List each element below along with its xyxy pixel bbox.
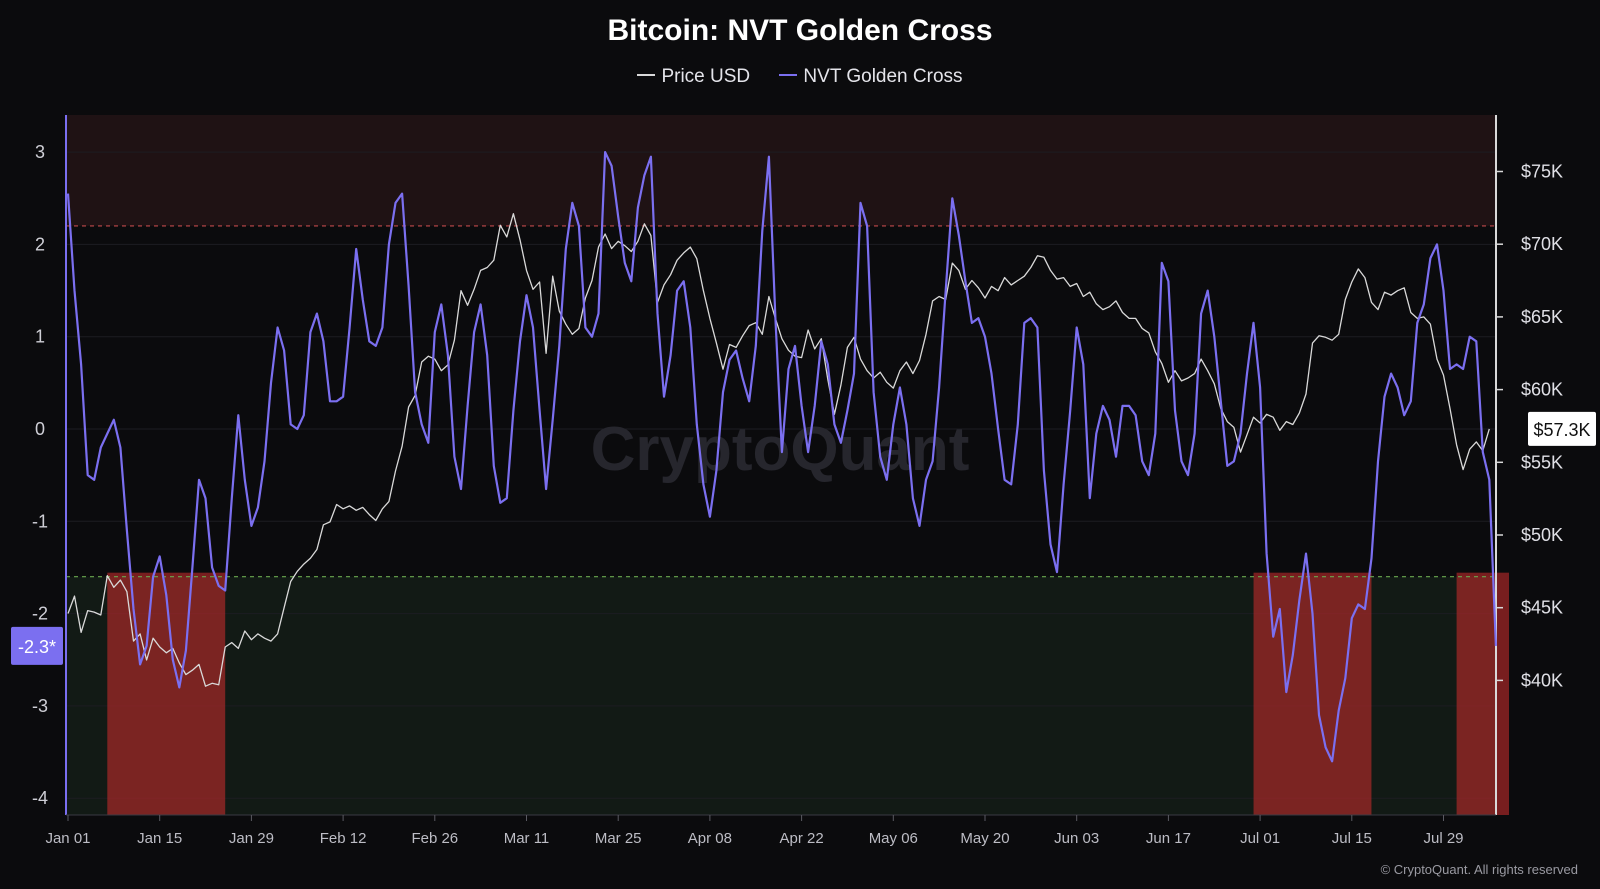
x-tick-label: Jan 01 (45, 830, 90, 847)
x-tick-label: Feb 26 (411, 830, 458, 847)
y-right-tick-label: $70K (1521, 234, 1563, 254)
y-left-tick-label: 2 (35, 234, 45, 254)
current-nvt-label: -2.3* (18, 637, 56, 657)
legend-item-price[interactable]: Price USD (637, 66, 750, 88)
series-line-price (67, 213, 1490, 687)
x-tick-label: Jul 01 (1240, 830, 1280, 847)
y-right-tick-label: $50K (1521, 525, 1563, 545)
x-tick-label: Mar 11 (504, 830, 550, 847)
legend: Price USD NVT Golden Cross (0, 66, 1600, 88)
x-tick-label: Jan 15 (137, 830, 182, 847)
chart-title: Bitcoin: NVT Golden Cross (607, 14, 993, 47)
legend-item-nvt[interactable]: NVT Golden Cross (779, 66, 963, 88)
legend-swatch-nvt-icon (779, 73, 798, 76)
y-right-tick-label: $40K (1521, 670, 1563, 690)
x-tick-label: May 06 (869, 830, 918, 847)
x-tick-label: Jul 15 (1332, 830, 1372, 847)
signal-zone (1456, 572, 1509, 815)
y-right-tick-label: $65K (1521, 307, 1563, 327)
y-left-tick-label: -3 (32, 696, 48, 716)
y-right-tick-label: $60K (1521, 380, 1563, 400)
x-tick-label: May 20 (960, 830, 1009, 847)
x-tick-label: Apr 08 (688, 830, 732, 847)
x-tick-label: Feb 12 (320, 830, 367, 847)
current-price-badge (1528, 411, 1596, 446)
x-tick-label: Jul 29 (1423, 830, 1463, 847)
y-left-tick-label: 3 (35, 142, 45, 162)
x-tick-label: Apr 22 (779, 830, 823, 847)
copyright-notice: © CryptoQuant. All rights reserved (1380, 862, 1578, 877)
series-line-nvt (66, 151, 1497, 763)
x-tick-label: Jan 29 (229, 830, 274, 847)
legend-label-price: Price USD (661, 66, 751, 87)
x-tick-label: Jun 03 (1054, 830, 1099, 847)
y-right-tick-label: $45K (1521, 598, 1563, 618)
x-tick-label: Jun 17 (1146, 830, 1191, 847)
y-left-tick-label: 1 (35, 327, 45, 347)
y-left-tick-label: -4 (32, 788, 48, 808)
y-left-tick-label: -2 (32, 604, 48, 624)
legend-label-nvt: NVT Golden Cross (803, 66, 963, 87)
legend-swatch-price-icon (637, 73, 656, 76)
y-left-tick-label: 0 (35, 419, 45, 439)
current-price-label: $57.3K (1533, 420, 1590, 440)
current-nvt-badge (11, 626, 63, 665)
overbought-zone (66, 115, 1496, 226)
signal-zone (107, 572, 226, 815)
y-left-tick-label: -1 (32, 511, 48, 531)
y-right-tick-label: $55K (1521, 452, 1563, 472)
x-tick-label: Mar 25 (595, 830, 642, 847)
y-right-tick-label: $75K (1521, 162, 1563, 182)
